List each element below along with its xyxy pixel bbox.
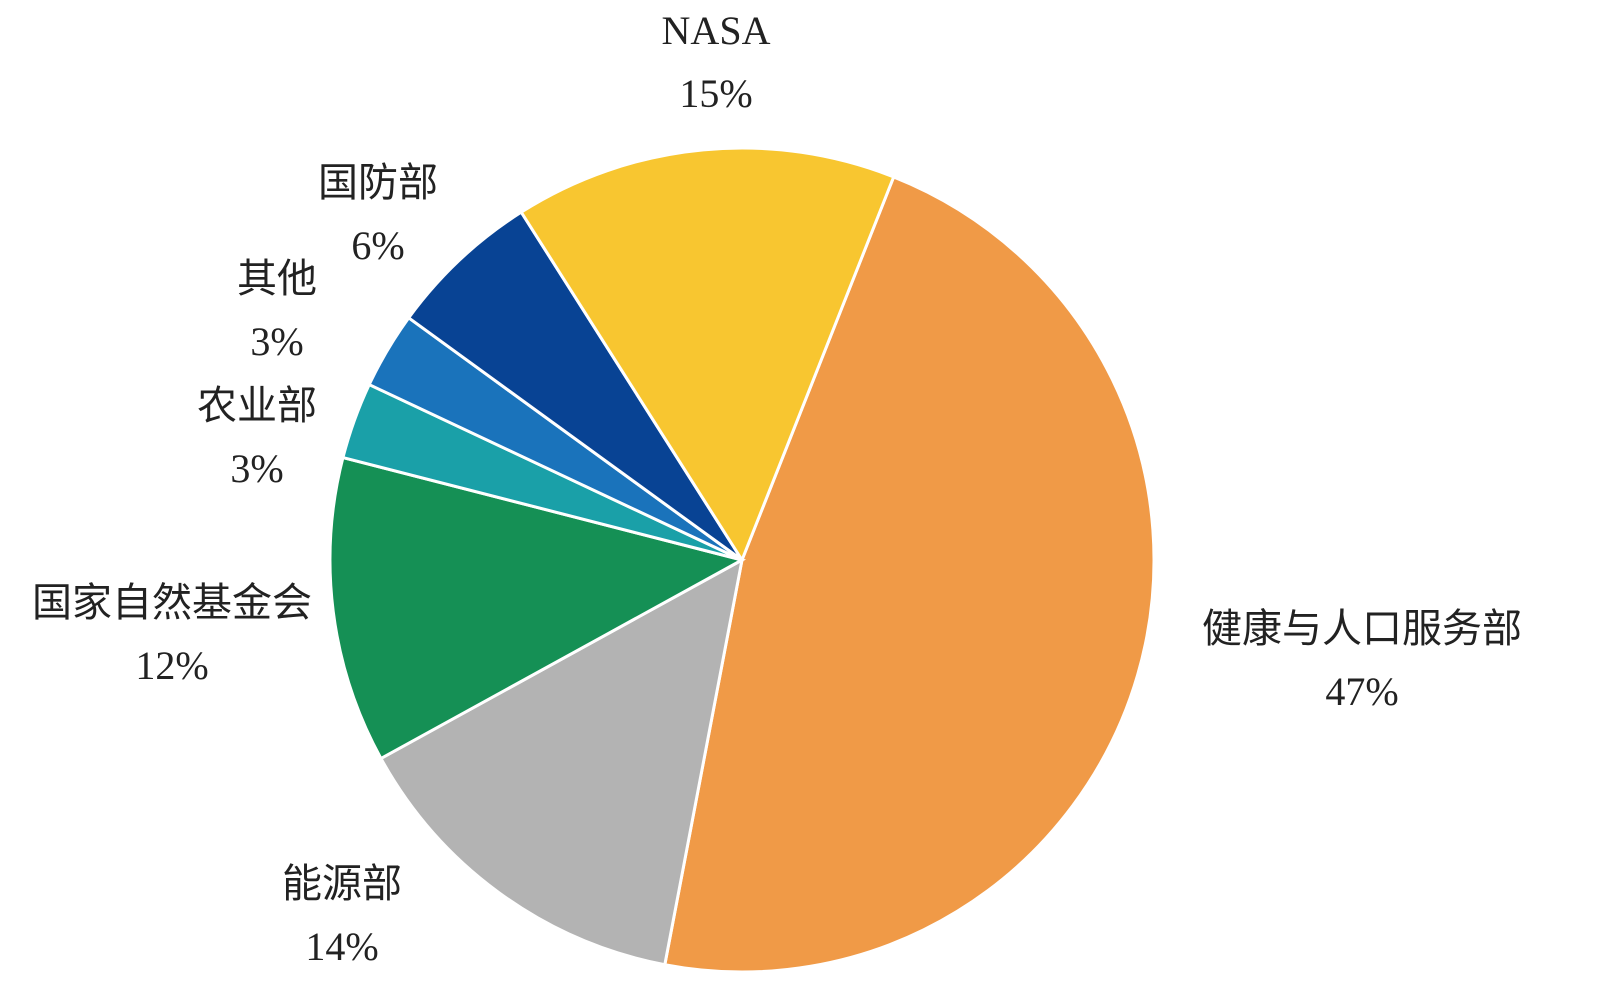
slice-value-label: 3% <box>230 446 283 491</box>
pie-slice <box>328 455 747 761</box>
slice-value-label: 3% <box>250 319 303 364</box>
slice-label: 国家自然基金会 <box>32 580 312 625</box>
pie-slice <box>406 210 744 562</box>
slice-label: 其他 <box>237 256 317 301</box>
pie-slice <box>663 174 1156 974</box>
pie-slice <box>378 557 745 967</box>
slice-label: NASA <box>662 8 771 53</box>
slice-value-label: 6% <box>351 223 404 268</box>
slice-value-label: 47% <box>1325 669 1398 714</box>
slice-value-label: 15% <box>679 71 752 116</box>
slice-label: 能源部 <box>282 861 402 906</box>
slice-label: 国防部 <box>318 160 438 205</box>
slice-label: 健康与人口服务部 <box>1202 606 1522 651</box>
pie-slice <box>519 146 896 564</box>
slice-label: 农业部 <box>197 383 317 428</box>
slice-value-label: 14% <box>305 924 378 969</box>
slice-value-label: 12% <box>135 643 208 688</box>
